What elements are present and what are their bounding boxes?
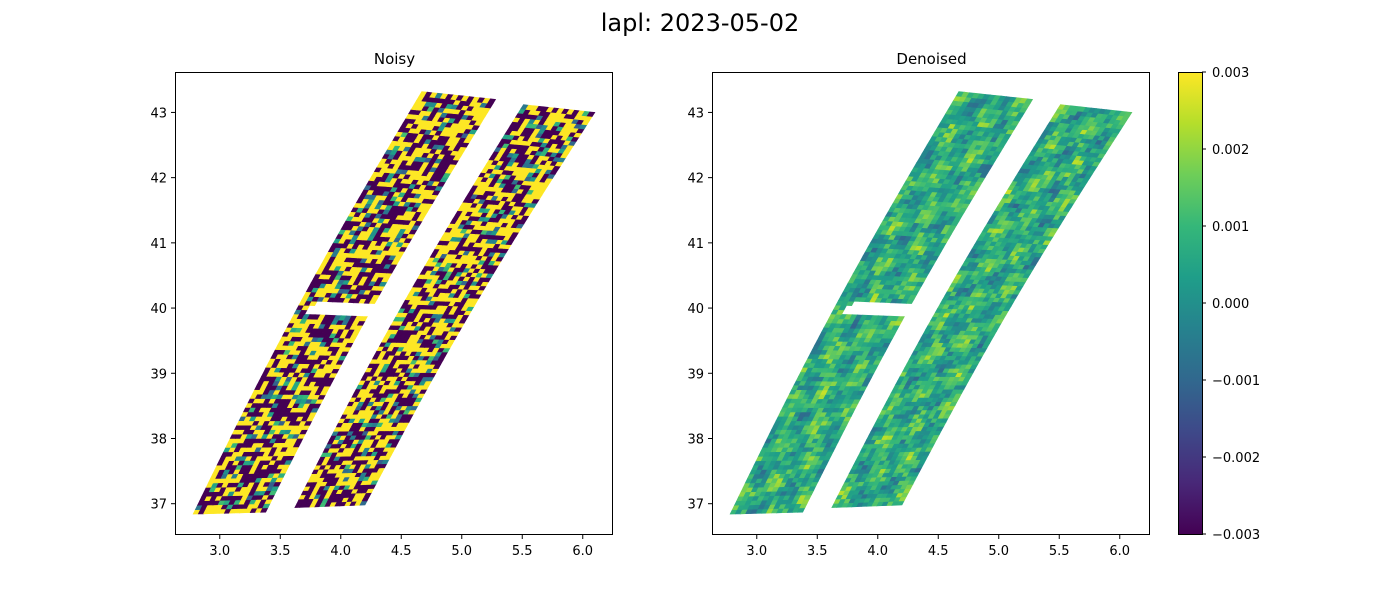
noisy-y-axis: 37 38 39 40 41 42 43 <box>150 106 175 513</box>
denoised-panel-title: Denoised <box>896 50 966 68</box>
denoised-plot-area <box>729 91 1133 515</box>
x-tick-label: 5.5 <box>512 544 533 559</box>
x-tick-label: 3.0 <box>209 544 230 559</box>
swath-left <box>192 91 497 515</box>
y-tick-label: 43 <box>150 106 167 121</box>
data-cell <box>359 316 368 322</box>
figure-title: lapl: 2023-05-02 <box>601 9 799 37</box>
x-tick-label: 5.0 <box>451 544 472 559</box>
denoised-panel: Denoised 3.0 3.5 4.0 4.5 5.0 5.5 6.0 373839404… <box>687 50 1150 559</box>
noisy-x-axis: 3.0 3.5 4.0 4.5 5.0 5.5 6.0 <box>209 535 593 559</box>
y-tick-label: 41 <box>150 237 167 252</box>
x-tick-label: 4.0 <box>330 544 351 559</box>
y-tick-label: 42 <box>150 172 167 187</box>
y-tick-label: 37 <box>150 498 167 513</box>
y-tick-label: 38 <box>150 432 167 447</box>
x-tick-label: 4.5 <box>391 544 412 559</box>
y-tick-label: 39 <box>150 367 167 382</box>
x-tick-label: 6.0 <box>572 544 593 559</box>
noisy-plot-area <box>192 91 596 515</box>
noisy-panel: Noisy 3.0 3.5 4.0 4.5 5.0 5.5 6.0 37 38 39 40 41 42… <box>150 50 613 559</box>
x-tick-label: 3.5 <box>270 544 291 559</box>
y-tick-label: 40 <box>150 302 167 317</box>
noisy-panel-title: Noisy <box>374 50 415 68</box>
